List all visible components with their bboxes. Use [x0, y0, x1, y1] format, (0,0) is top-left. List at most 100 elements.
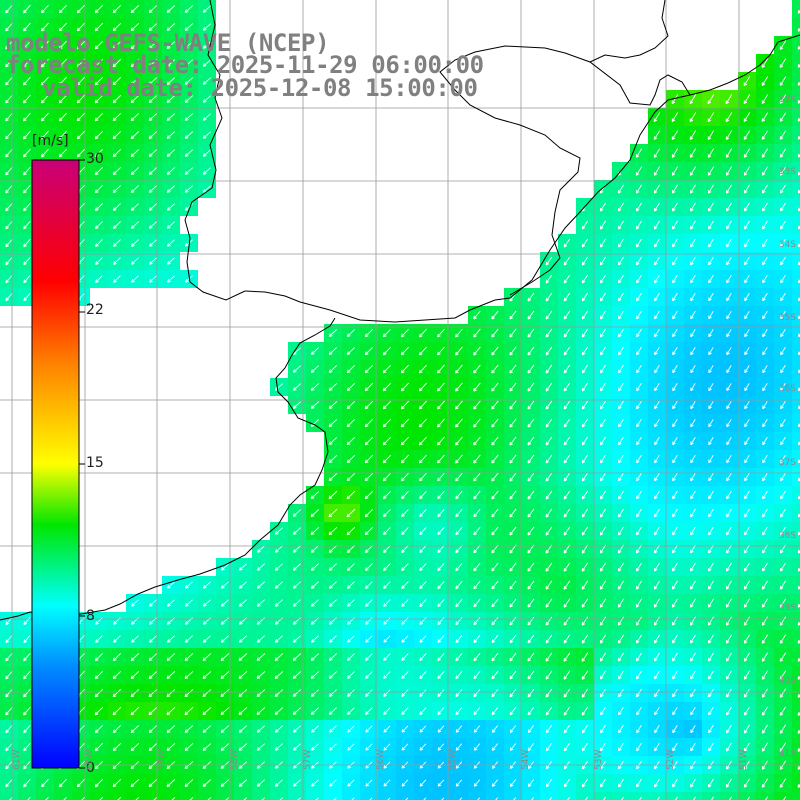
wind-cell [432, 792, 450, 800]
wind-cell [648, 792, 666, 800]
wind-cell [792, 324, 800, 342]
wind-cell [108, 792, 126, 800]
wind-cell [18, 792, 36, 800]
wind-cell [792, 234, 800, 252]
colorbar-tick-30: 30 [86, 151, 104, 167]
lat-label-41s: 41S [778, 749, 796, 759]
wind-cell [612, 792, 630, 800]
wind-cell [792, 504, 800, 522]
wind-cell [792, 774, 800, 792]
lon-label-54w: 54W [521, 749, 531, 770]
lon-label-51w: 51W [739, 749, 749, 770]
wind-cell [792, 306, 800, 324]
wind-cell [792, 396, 800, 414]
wind-cell [792, 630, 800, 648]
colorbar-tick-8: 8 [86, 608, 95, 624]
wind-cell [792, 702, 800, 720]
wind-cell [126, 792, 144, 800]
wind-cell [792, 162, 800, 180]
wind-cell [234, 792, 252, 800]
wind-cell [792, 414, 800, 432]
lon-label-56w: 56W [376, 749, 386, 770]
wind-cell [198, 792, 216, 800]
valid-date: valid date: 2025-12-08 15:00:00 [42, 74, 478, 102]
wind-cell [216, 792, 234, 800]
wind-cell [576, 792, 594, 800]
wind-cell [720, 792, 738, 800]
wind-cell [792, 288, 800, 306]
wind-cell [792, 432, 800, 450]
wind-cell [306, 792, 324, 800]
wind-cell [792, 18, 800, 36]
lat-label-37s: 37S [778, 458, 796, 468]
wind-cell [792, 612, 800, 630]
wind-cell [630, 792, 648, 800]
wind-cell [558, 792, 576, 800]
wind-cell [792, 792, 800, 800]
wind-cell [90, 792, 108, 800]
wind-cell [324, 792, 342, 800]
lat-label-38s: 38S [778, 531, 796, 541]
wind-cell [792, 558, 800, 576]
wind-cell [270, 792, 288, 800]
colorbar-tick-15: 15 [86, 455, 104, 471]
wind-cell [360, 792, 378, 800]
wind-cell [162, 792, 180, 800]
wind-cell [504, 792, 522, 800]
wind-cell [540, 792, 558, 800]
wind-cell [792, 54, 800, 72]
wind-cell [792, 252, 800, 270]
wind-cell [342, 792, 360, 800]
lon-label-61w: 61W [12, 749, 22, 770]
wind-cell [522, 792, 540, 800]
wind-cell [738, 792, 756, 800]
lon-label-57w: 57W [303, 749, 313, 770]
wind-cell [450, 792, 468, 800]
wind-cell [792, 540, 800, 558]
lat-label-34s: 34S [778, 240, 796, 250]
lat-label-39s: 39S [778, 603, 796, 613]
wind-cell [792, 36, 800, 54]
wind-cell [468, 792, 486, 800]
lon-label-59w: 59W [157, 749, 167, 770]
wind-cell [792, 342, 800, 360]
wind-cell [36, 792, 54, 800]
wind-cell [792, 180, 800, 198]
lon-label-53w: 53W [594, 749, 604, 770]
wind-cell [774, 792, 792, 800]
wind-cell [792, 468, 800, 486]
lon-label-60w: 60W [85, 749, 95, 770]
wind-cell [756, 792, 774, 800]
wind-cell [486, 792, 504, 800]
lat-label-33s: 33S [778, 167, 796, 177]
wind-cell [792, 486, 800, 504]
wind-cell [396, 792, 414, 800]
wind-cell [792, 108, 800, 126]
wind-cell [792, 720, 800, 738]
wind-cell [792, 216, 800, 234]
wind-cell [378, 792, 396, 800]
wind-cell [180, 792, 198, 800]
wind-cell [684, 792, 702, 800]
wind-cell [792, 0, 800, 18]
lon-label-58w: 58W [230, 749, 240, 770]
wind-cell [792, 72, 800, 90]
wind-cell [792, 144, 800, 162]
lat-label-35s: 35S [778, 313, 796, 323]
lat-label-40s: 40S [778, 676, 796, 686]
wind-cell [792, 576, 800, 594]
lon-label-52w: 52W [666, 749, 676, 770]
wind-cell [792, 270, 800, 288]
wind-cell [792, 648, 800, 666]
wind-cell [594, 792, 612, 800]
wind-cell [54, 792, 72, 800]
lat-label-36s: 36S [778, 384, 796, 394]
wind-cell [702, 792, 720, 800]
wind-cell [792, 198, 800, 216]
colorbar-tick-22: 22 [86, 302, 104, 318]
wind-cell [792, 360, 800, 378]
wind-cell [792, 126, 800, 144]
wind-cell [0, 792, 18, 800]
wind-cell [792, 684, 800, 702]
wind-cell [414, 792, 432, 800]
